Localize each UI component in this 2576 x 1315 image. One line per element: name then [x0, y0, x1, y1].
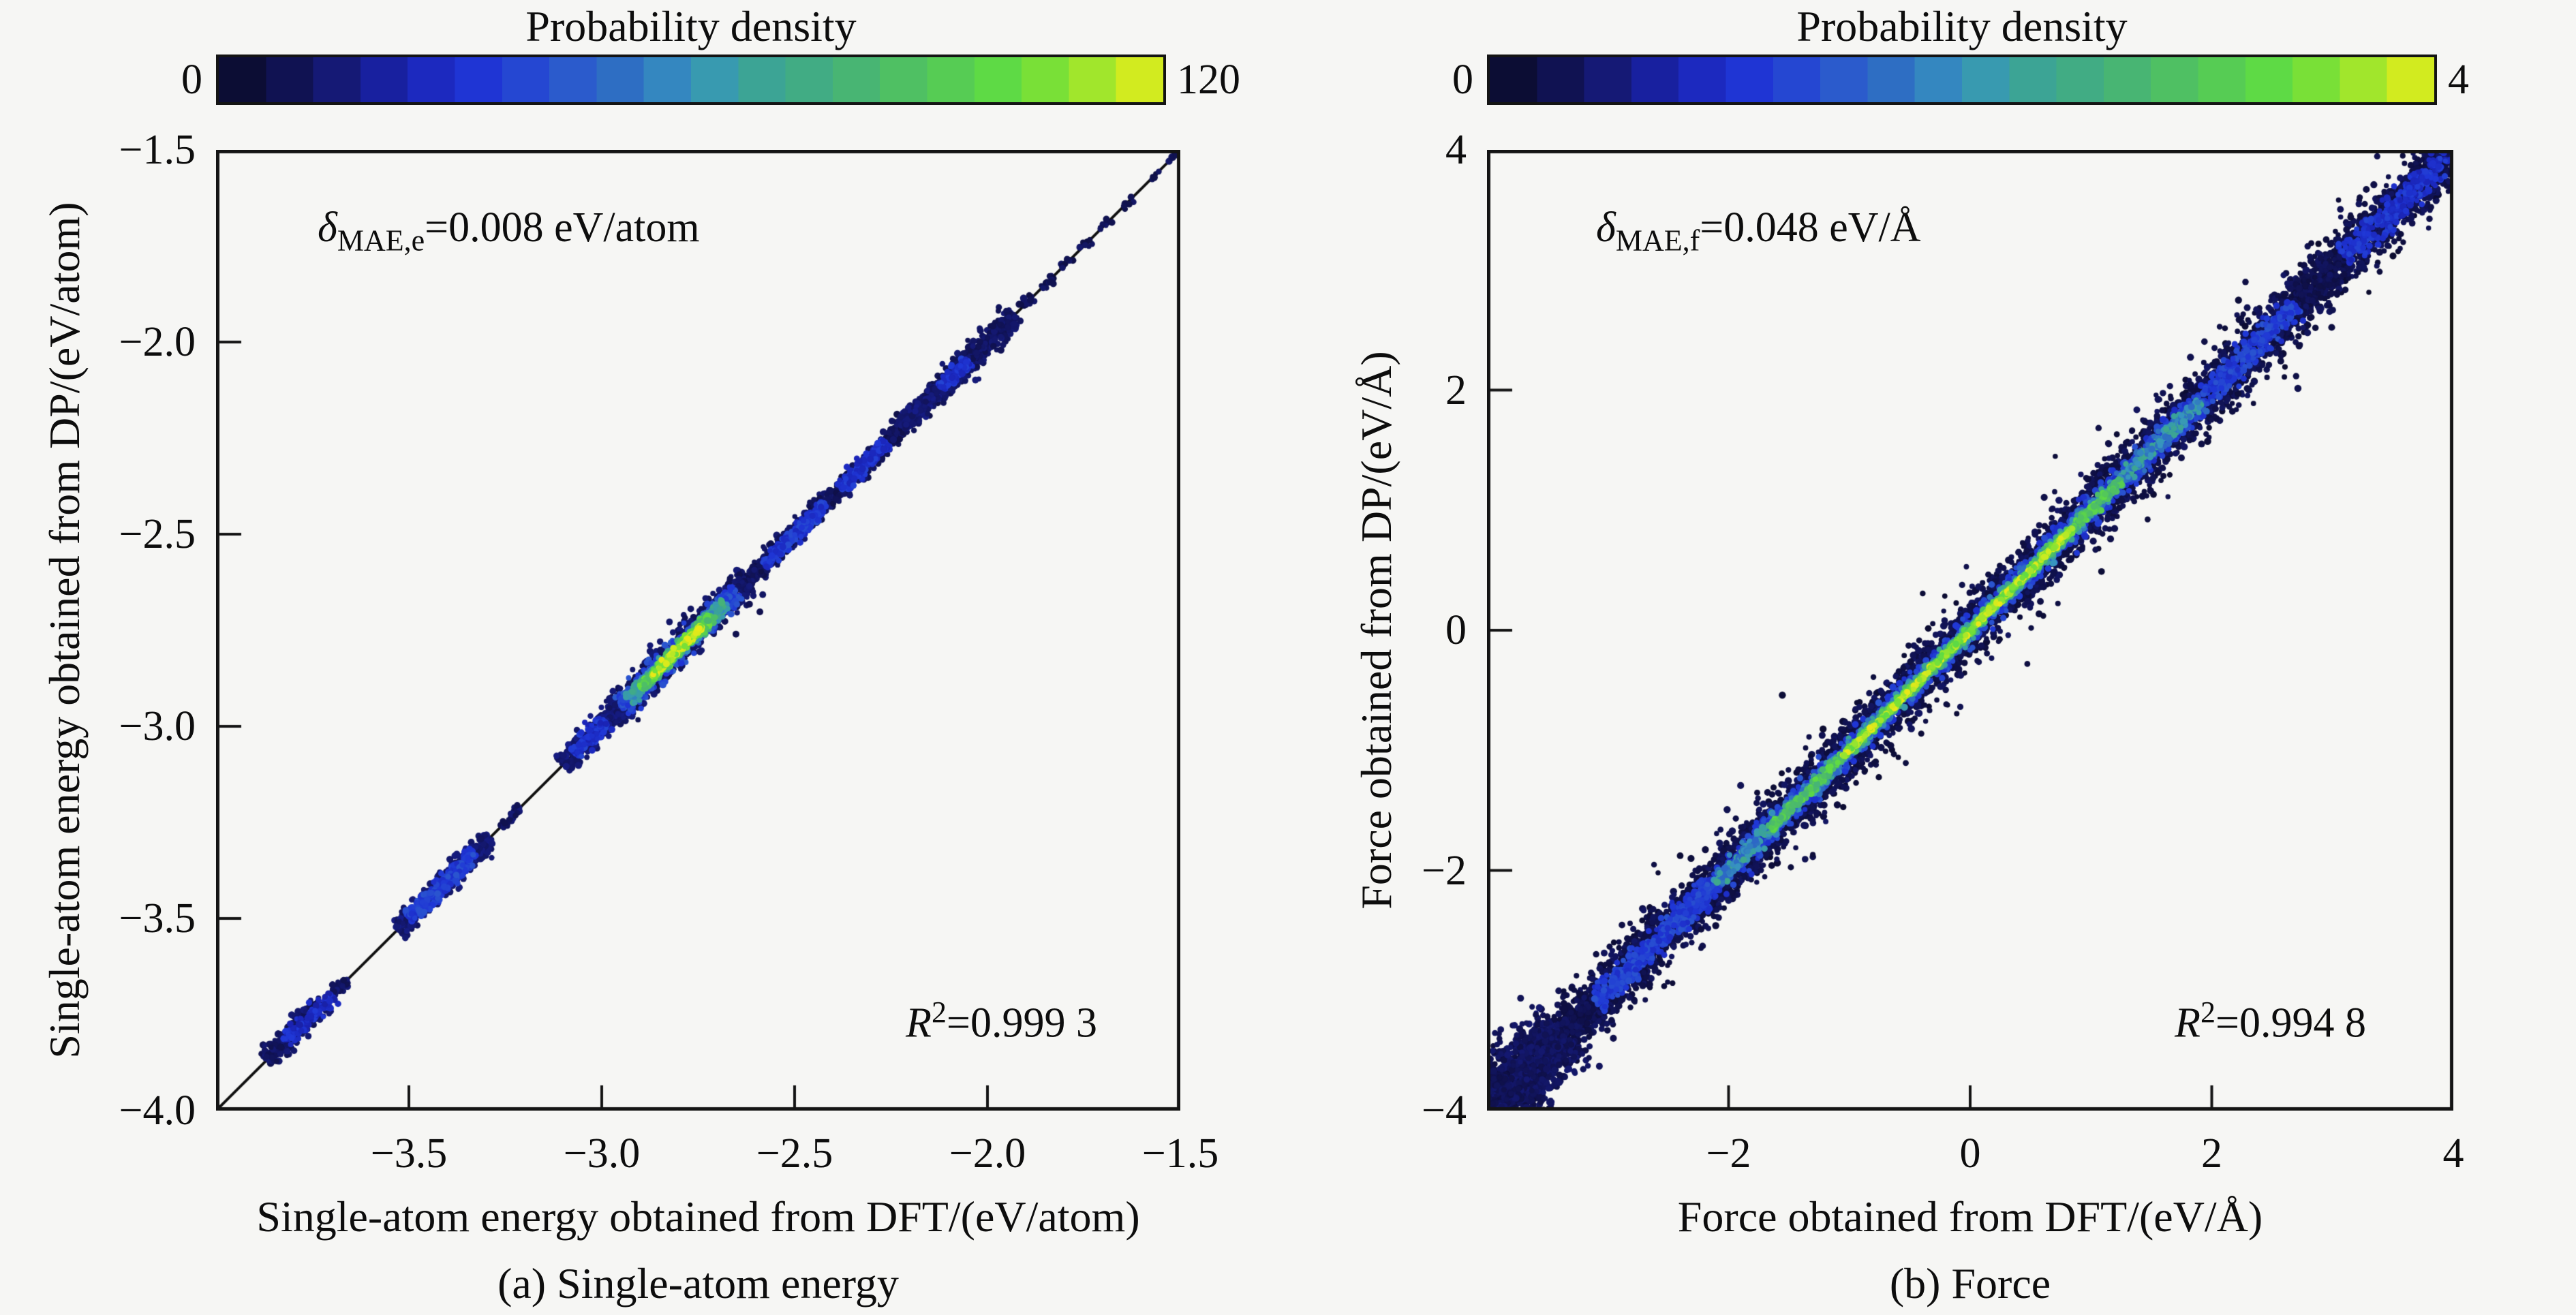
- x-tick-label: −1.5: [1141, 1130, 1219, 1177]
- scatter-plot-energy: [216, 150, 1180, 1111]
- panel-force: Probability density 0 4 Force obtained f…: [1352, 2, 2469, 1308]
- r2-annotation: R2=0.994 8: [2034, 987, 2366, 1049]
- mae-annotation: δMAE,e=0.008 eV/atom: [318, 202, 700, 266]
- y-tick-label: 2: [1445, 367, 1467, 414]
- y-tick-label: −4: [1422, 1087, 1467, 1134]
- mae-value: =0.048 eV/Å: [1700, 204, 1921, 251]
- r-symbol: R: [2175, 1000, 2201, 1047]
- colorbar-max-label: 4: [2448, 57, 2469, 103]
- y-tick-label: 4: [1445, 127, 1467, 173]
- delta-symbol: δ: [1596, 204, 1616, 251]
- y-tick-label: −2: [1422, 847, 1467, 894]
- x-axis-label: Force obtained from DFT/(eV/Å): [1677, 1192, 2263, 1241]
- panel-energy: Probability density 0 120 Single-atom en…: [40, 2, 1240, 1308]
- scatter-plot-force: [1487, 150, 2453, 1111]
- y-tick-label: −4.0: [119, 1087, 196, 1134]
- x-tick-label: −2.5: [756, 1130, 833, 1177]
- y-tick-label: −1.5: [119, 127, 196, 173]
- subfigure-caption: (a) Single-atom energy: [497, 1259, 899, 1308]
- r-symbol: R: [906, 1000, 932, 1047]
- delta-symbol: δ: [318, 204, 337, 251]
- r2-superscript: 2: [932, 995, 947, 1029]
- colorbar-min-label: 0: [181, 57, 202, 103]
- y-tick-label: −3.0: [119, 703, 196, 749]
- colorbar-gradient: [216, 55, 1166, 105]
- x-tick-label: −2.0: [949, 1130, 1026, 1177]
- colorbar-max-label: 120: [1177, 57, 1240, 103]
- x-tick-label: 2: [2201, 1130, 2222, 1177]
- x-tick-label: −3.5: [370, 1130, 448, 1177]
- r2-superscript: 2: [2201, 995, 2216, 1029]
- mae-subscript: MAE,f: [1615, 223, 1700, 258]
- y-tick-label: −2.5: [119, 511, 196, 557]
- subfigure-caption: (b) Force: [1889, 1259, 2051, 1308]
- mae-subscript: MAE,e: [337, 223, 425, 258]
- x-tick-label: −2: [1706, 1130, 1751, 1177]
- y-tick-label: 0: [1445, 607, 1467, 653]
- y-tick-label: −2.0: [119, 319, 196, 365]
- x-tick-label: −3.0: [563, 1130, 641, 1177]
- colorbar-title: Probability density: [525, 2, 857, 50]
- mae-annotation: δMAE,f=0.048 eV/Å: [1596, 202, 1921, 266]
- r2-value: =0.994 8: [2215, 1000, 2366, 1047]
- x-axis-label: Single-atom energy obtained from DFT/(eV…: [256, 1192, 1140, 1241]
- colorbar-gradient: [1487, 55, 2437, 105]
- mae-value: =0.008 eV/atom: [425, 204, 700, 251]
- x-tick-label: 4: [2442, 1130, 2464, 1177]
- r2-value: =0.999 3: [947, 1000, 1097, 1047]
- r2-annotation: R2=0.999 3: [765, 987, 1097, 1049]
- colorbar-title: Probability density: [1796, 2, 2128, 50]
- colorbar-min-label: 0: [1452, 57, 1473, 103]
- y-tick-label: −3.5: [119, 895, 196, 942]
- x-tick-label: 0: [1959, 1130, 1981, 1177]
